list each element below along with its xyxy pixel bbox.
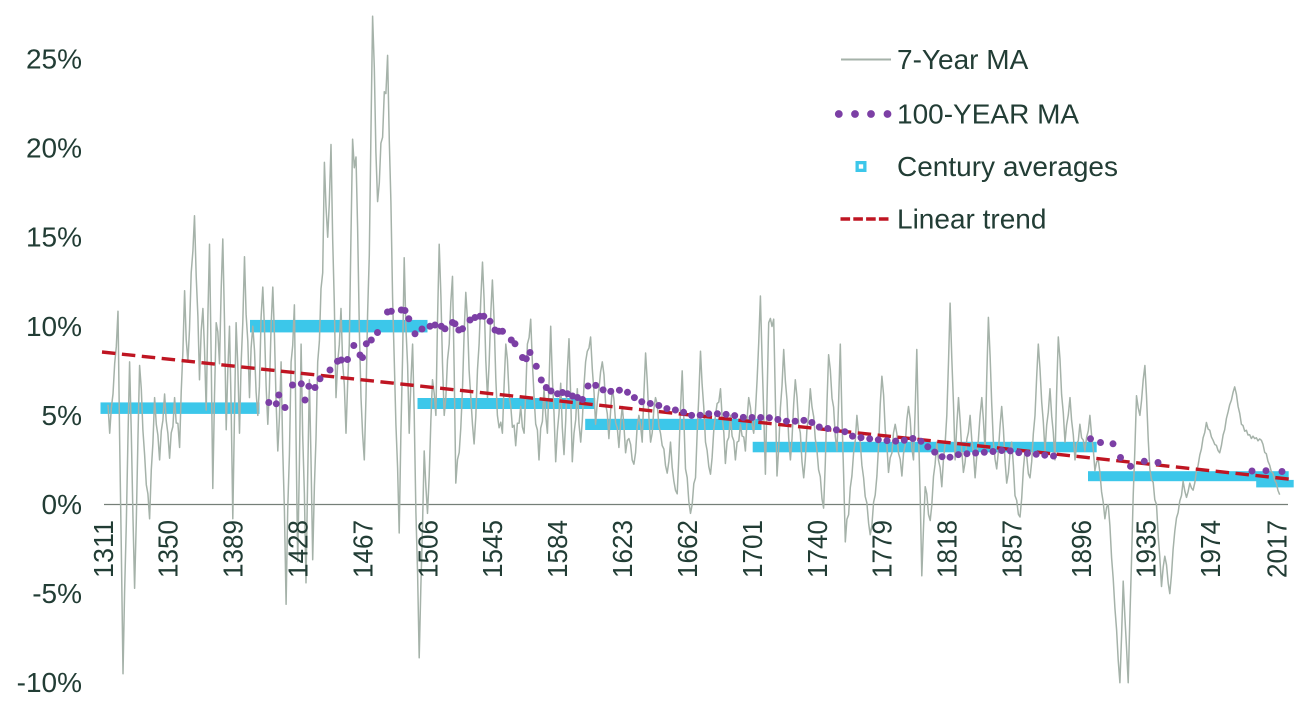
svg-text:10%: 10%	[26, 311, 82, 342]
svg-text:1389: 1389	[218, 520, 249, 578]
svg-text:5%: 5%	[42, 400, 82, 431]
svg-text:2017: 2017	[1261, 520, 1292, 578]
svg-text:0%: 0%	[42, 489, 82, 520]
svg-text:20%: 20%	[26, 133, 82, 164]
svg-text:100-YEAR MA: 100-YEAR MA	[897, 99, 1079, 130]
svg-text:1623: 1623	[607, 520, 638, 578]
svg-text:1857: 1857	[997, 520, 1028, 578]
svg-text:Century averages: Century averages	[897, 151, 1118, 182]
svg-text:1506: 1506	[412, 520, 443, 578]
svg-text:1974: 1974	[1195, 520, 1226, 578]
svg-text:1896: 1896	[1066, 520, 1097, 578]
svg-text:25%: 25%	[26, 44, 82, 75]
svg-text:1662: 1662	[672, 520, 703, 578]
svg-text:1545: 1545	[477, 520, 508, 578]
svg-text:1467: 1467	[347, 520, 378, 578]
svg-text:1584: 1584	[542, 520, 573, 578]
svg-text:1818: 1818	[932, 520, 963, 578]
svg-text:1428: 1428	[283, 520, 314, 578]
svg-text:1311: 1311	[88, 520, 119, 578]
svg-text:15%: 15%	[26, 222, 82, 253]
svg-text:7-Year MA: 7-Year MA	[897, 44, 1029, 75]
svg-text:1935: 1935	[1130, 520, 1161, 578]
svg-text:1779: 1779	[867, 520, 898, 578]
svg-text:Linear trend: Linear trend	[897, 204, 1046, 235]
svg-text:1701: 1701	[737, 520, 768, 578]
svg-text:-5%: -5%	[32, 578, 82, 609]
svg-text:-10%: -10%	[17, 667, 82, 698]
svg-text:1740: 1740	[802, 520, 833, 578]
svg-text:1350: 1350	[153, 520, 184, 578]
